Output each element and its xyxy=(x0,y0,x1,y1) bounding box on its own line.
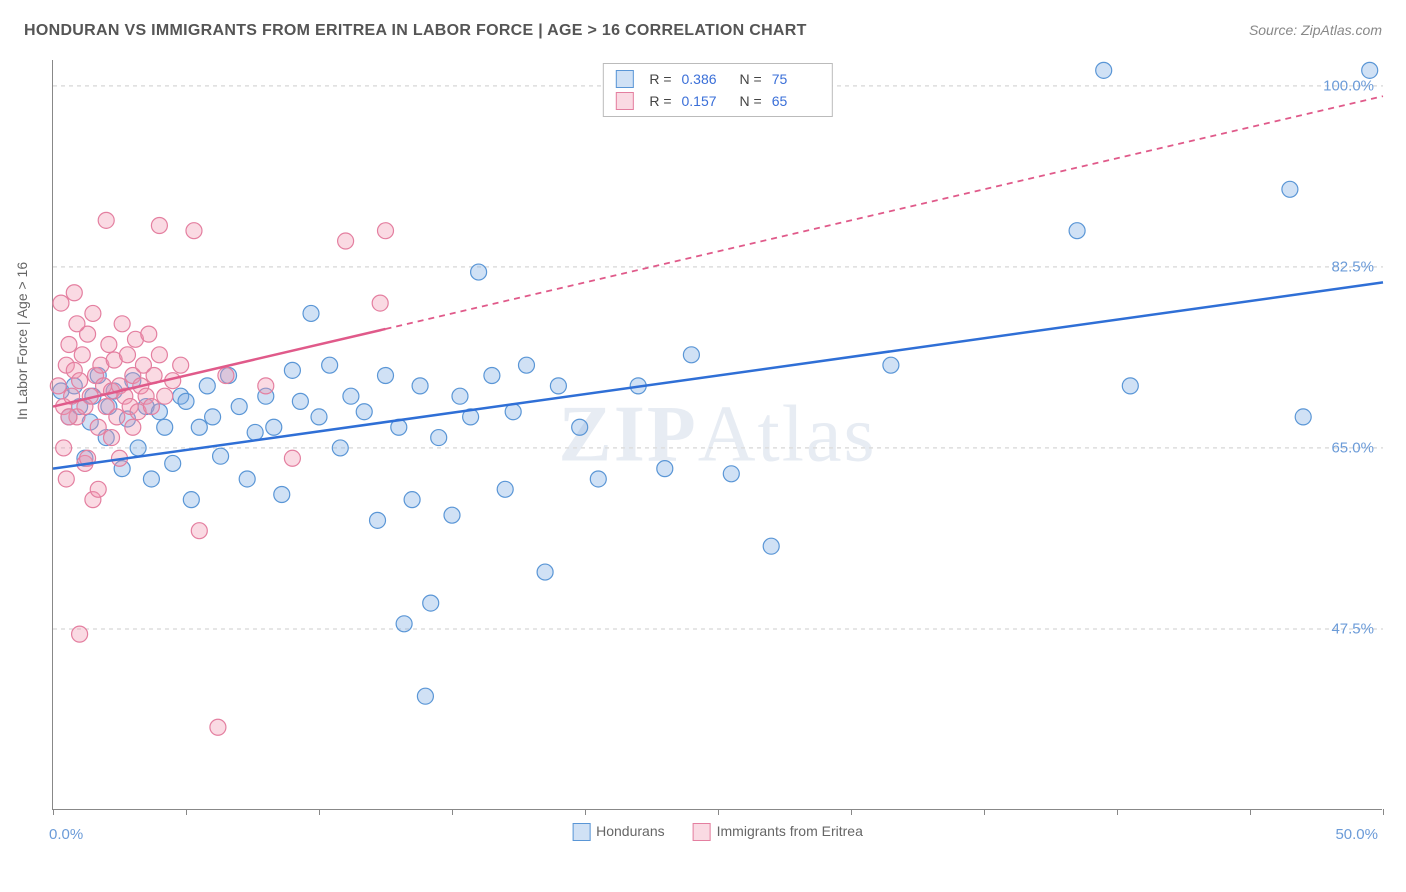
r-value: 0.386 xyxy=(682,68,730,90)
legend-item-hondurans: Hondurans xyxy=(572,823,665,841)
r-label: R = xyxy=(649,90,671,112)
x-tick xyxy=(452,809,453,815)
stats-row-eritrea: R = 0.157 N = 65 xyxy=(615,90,819,112)
legend-label: Hondurans xyxy=(596,823,665,839)
trend-line xyxy=(53,282,1383,468)
bottom-legend: Hondurans Immigrants from Eritrea xyxy=(572,823,863,841)
swatch-icon xyxy=(615,70,633,88)
x-min-label: 0.0% xyxy=(49,826,83,843)
swatch-icon xyxy=(572,823,590,841)
trend-layer xyxy=(53,60,1382,809)
trend-line xyxy=(53,329,386,407)
y-tick-label: 47.5% xyxy=(1331,620,1374,637)
plot-area: ZIPAtlas 47.5%65.0%82.5%100.0% 0.0% 50.0… xyxy=(52,60,1382,810)
y-tick-label: 100.0% xyxy=(1323,77,1374,94)
x-tick xyxy=(851,809,852,815)
swatch-icon xyxy=(615,92,633,110)
n-label: N = xyxy=(740,68,762,90)
x-tick xyxy=(585,809,586,815)
x-tick xyxy=(718,809,719,815)
legend-label: Immigrants from Eritrea xyxy=(717,823,863,839)
source-label: Source: ZipAtlas.com xyxy=(1249,22,1382,38)
y-tick-label: 65.0% xyxy=(1331,439,1374,456)
r-label: R = xyxy=(649,68,671,90)
x-tick xyxy=(53,809,54,815)
swatch-icon xyxy=(693,823,711,841)
stats-row-hondurans: R = 0.386 N = 75 xyxy=(615,68,819,90)
x-tick xyxy=(1117,809,1118,815)
x-tick xyxy=(984,809,985,815)
y-axis-label: In Labor Force | Age > 16 xyxy=(14,262,30,420)
x-tick xyxy=(1250,809,1251,815)
x-max-label: 50.0% xyxy=(1335,826,1378,843)
x-tick xyxy=(1383,809,1384,815)
legend-item-eritrea: Immigrants from Eritrea xyxy=(693,823,863,841)
n-value: 65 xyxy=(772,90,820,112)
r-value: 0.157 xyxy=(682,90,730,112)
stats-legend: R = 0.386 N = 75 R = 0.157 N = 65 xyxy=(602,63,832,117)
n-label: N = xyxy=(740,90,762,112)
chart-title: HONDURAN VS IMMIGRANTS FROM ERITREA IN L… xyxy=(24,22,807,40)
trend-line-dashed xyxy=(386,96,1384,329)
x-tick xyxy=(186,809,187,815)
y-tick-label: 82.5% xyxy=(1331,258,1374,275)
x-tick xyxy=(319,809,320,815)
n-value: 75 xyxy=(772,68,820,90)
